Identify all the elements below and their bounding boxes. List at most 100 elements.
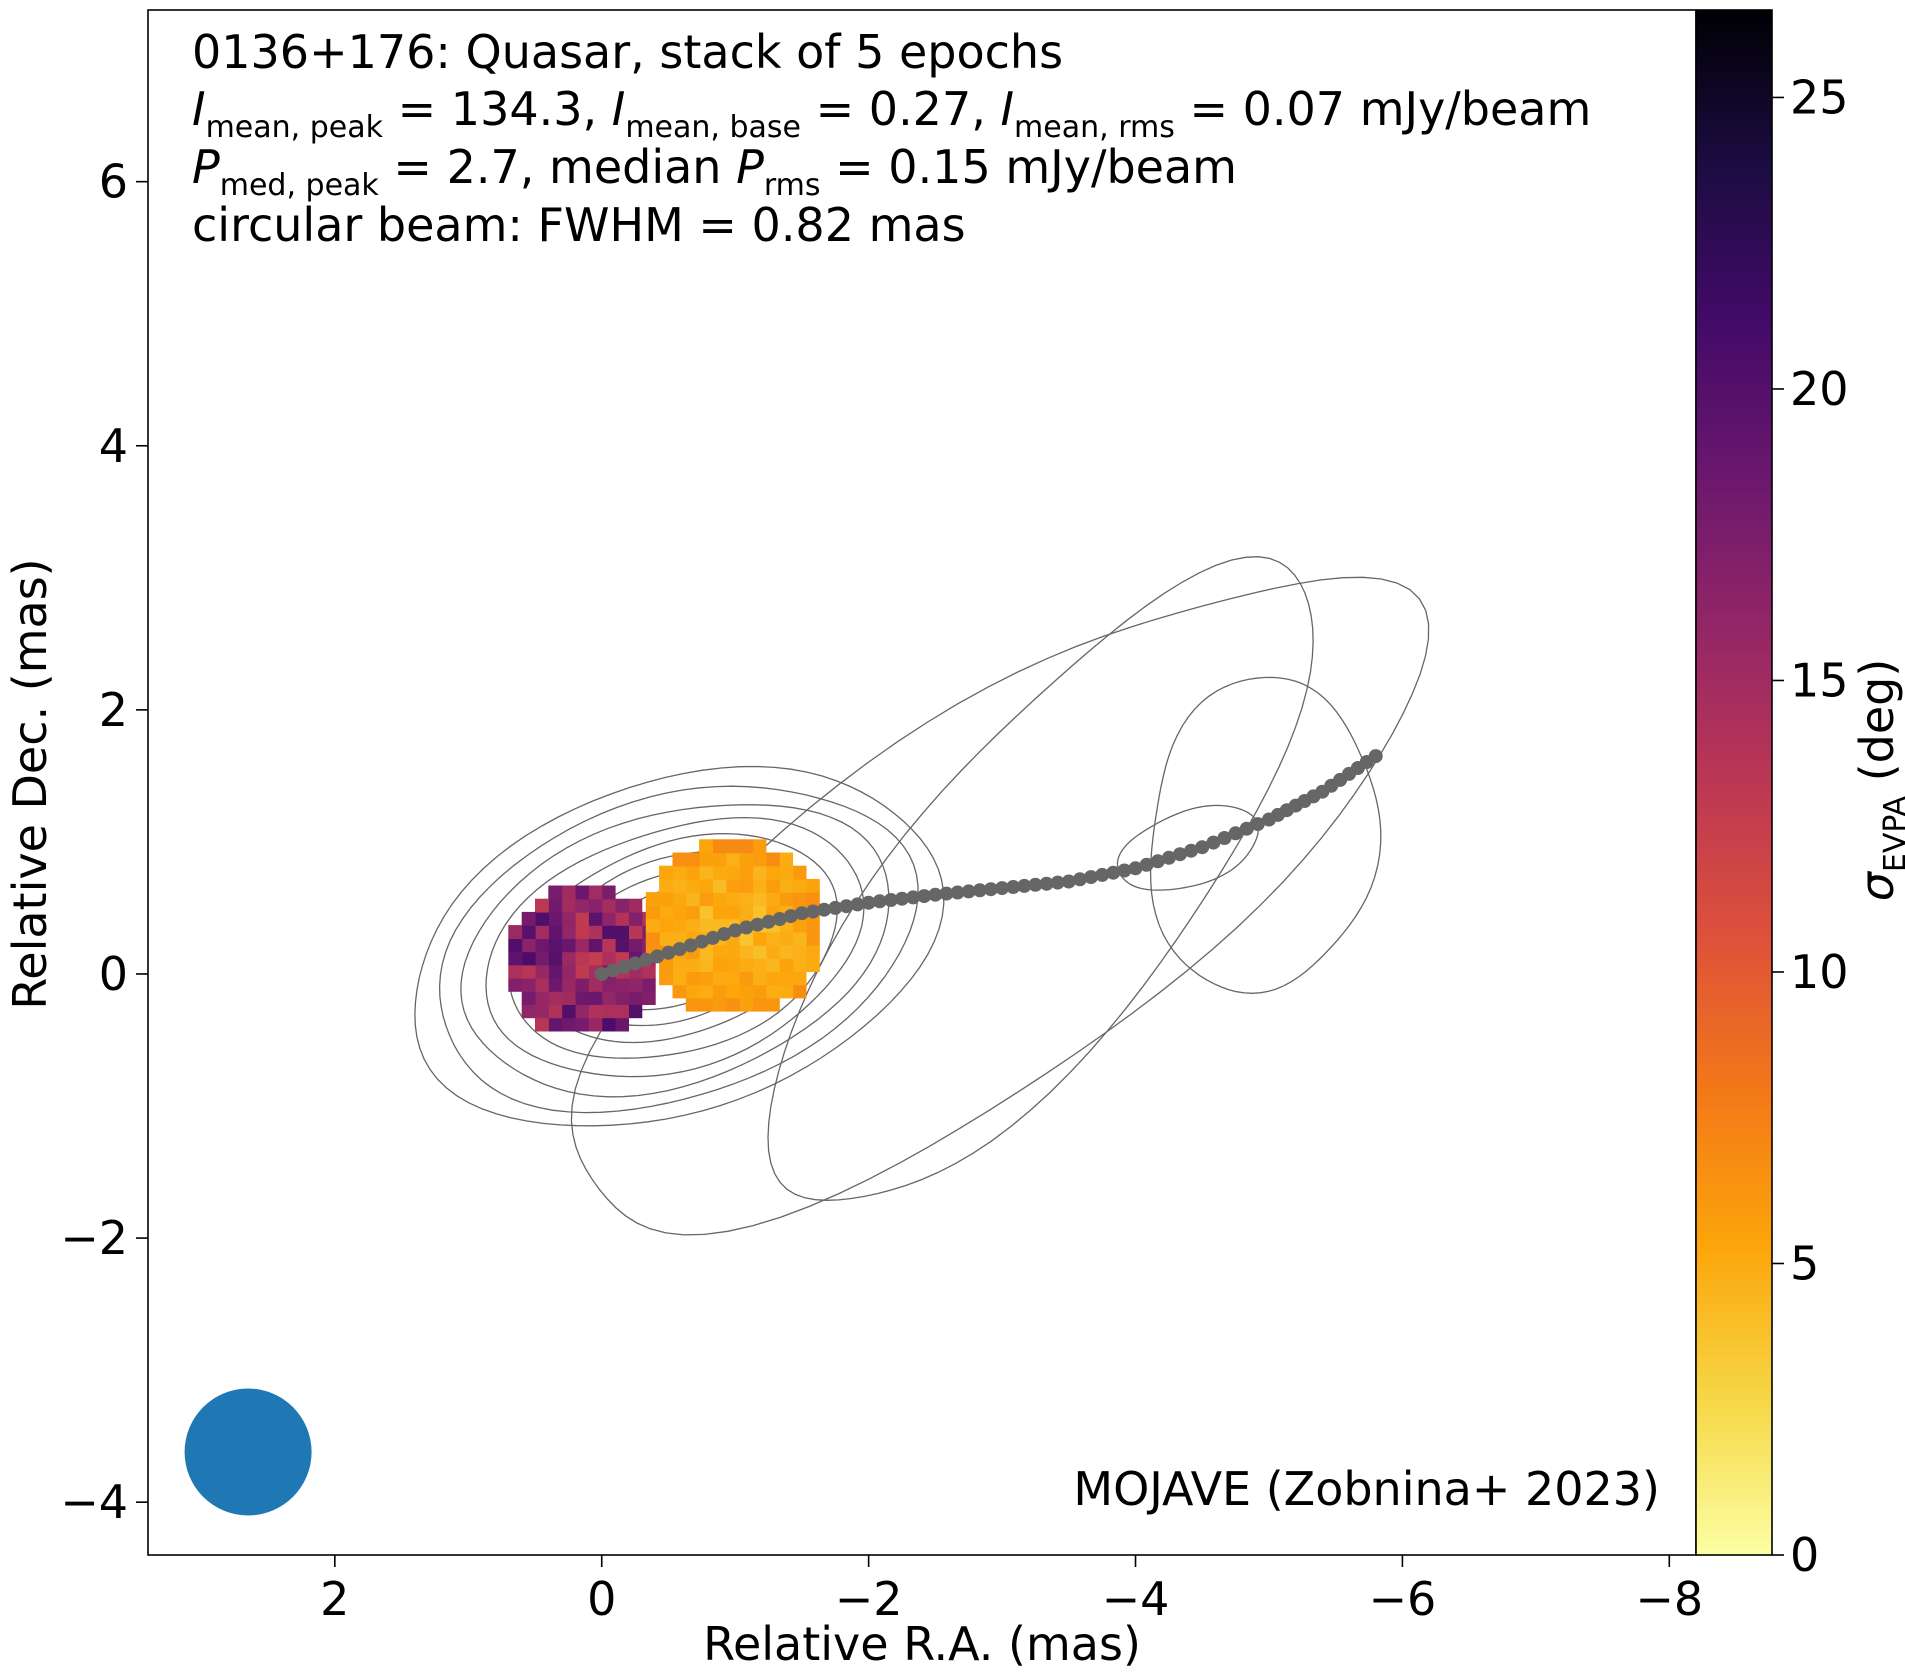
ridge-point xyxy=(605,963,620,978)
evpa-pixel xyxy=(645,905,660,920)
evpa-pixel xyxy=(628,938,643,953)
evpa-pixel xyxy=(561,938,576,953)
evpa-pixel xyxy=(535,925,549,939)
evpa-pixel xyxy=(535,1017,549,1032)
evpa-pixel xyxy=(561,885,576,900)
evpa-pixel xyxy=(508,938,523,953)
ridge-point xyxy=(1173,847,1187,862)
evpa-pixel xyxy=(575,977,589,992)
evpa-pixel xyxy=(685,905,700,920)
ridge-point xyxy=(750,917,765,932)
contour-level xyxy=(438,785,919,1114)
evpa-pixel xyxy=(535,938,549,953)
ridge-point xyxy=(917,889,932,904)
evpa-pixel xyxy=(752,984,767,999)
evpa-pixel xyxy=(672,984,687,999)
ridge-point xyxy=(761,914,776,929)
evpa-pixel xyxy=(752,878,767,893)
evpa-pixel xyxy=(685,878,700,893)
ridge-point xyxy=(594,967,609,981)
evpa-pixel xyxy=(765,958,780,972)
evpa-pixel xyxy=(672,852,687,867)
evpa-pixel xyxy=(725,892,740,906)
evpa-pixel xyxy=(659,971,673,986)
ridge-point xyxy=(1084,870,1098,885)
evpa-sigma-map xyxy=(508,839,820,1032)
y-tick-label: −2 xyxy=(60,1211,128,1265)
evpa-pixel xyxy=(601,938,616,953)
ridge-point xyxy=(728,923,743,938)
evpa-pixel xyxy=(699,997,713,1012)
evpa-pixel xyxy=(575,964,589,979)
evpa-pixel xyxy=(779,944,794,959)
x-tick-label: −6 xyxy=(1369,1572,1437,1626)
evpa-pixel xyxy=(725,958,740,972)
evpa-pixel xyxy=(765,944,780,959)
evpa-pixel xyxy=(725,905,740,920)
evpa-pixel xyxy=(699,852,713,867)
ridge-point xyxy=(717,927,732,942)
evpa-pixel xyxy=(615,911,629,926)
evpa-pixel xyxy=(792,944,807,959)
evpa-pixel xyxy=(561,951,576,966)
evpa-pixel xyxy=(548,938,563,953)
evpa-pixel xyxy=(615,898,629,913)
beam-circle xyxy=(184,1388,312,1516)
ridge-point xyxy=(939,886,954,901)
evpa-pixel xyxy=(792,918,807,933)
y-axis-title: Relative Dec. (mas) xyxy=(3,558,57,1009)
evpa-pixel xyxy=(805,878,820,893)
evpa-pixel xyxy=(779,958,794,972)
evpa-pixel xyxy=(561,925,576,939)
ridge-point xyxy=(1050,875,1065,890)
evpa-pixel xyxy=(508,977,523,992)
evpa-pixel xyxy=(575,925,589,939)
evpa-pixel xyxy=(561,991,576,1005)
evpa-pixel xyxy=(601,925,616,939)
evpa-pixel xyxy=(535,964,549,979)
x-tick-label: −2 xyxy=(835,1572,903,1626)
ridge-point xyxy=(1250,817,1265,832)
evpa-pixel xyxy=(561,964,576,979)
evpa-pixel xyxy=(615,991,629,1005)
evpa-pixel xyxy=(739,971,754,986)
evpa-pixel xyxy=(548,911,563,926)
ridge-point xyxy=(806,904,820,919)
evpa-pixel xyxy=(805,892,820,906)
evpa-pixel xyxy=(712,944,727,959)
ridge-point xyxy=(1061,874,1076,889)
contour-level xyxy=(570,576,1430,1236)
evpa-pixel xyxy=(752,931,767,946)
evpa-pixel xyxy=(561,1017,576,1032)
evpa-pixel xyxy=(588,977,603,992)
attribution-label: MOJAVE (Zobnina+ 2023) xyxy=(1073,1462,1660,1516)
evpa-pixel xyxy=(575,885,589,900)
evpa-pixel xyxy=(628,1004,643,1019)
evpa-pixel xyxy=(765,971,780,986)
ridge-point xyxy=(1184,843,1199,858)
evpa-pixel xyxy=(588,885,603,900)
ridge-point xyxy=(895,891,909,906)
evpa-pixel xyxy=(521,911,536,926)
evpa-pixel xyxy=(685,984,700,999)
evpa-pixel xyxy=(725,984,740,999)
ridge-point xyxy=(1095,867,1110,882)
evpa-pixel xyxy=(575,951,589,966)
evpa-pixel xyxy=(699,905,713,920)
ridge-point xyxy=(972,883,987,898)
evpa-pixel xyxy=(601,898,616,913)
evpa-pixel xyxy=(792,958,807,972)
evpa-pixel xyxy=(672,878,687,893)
evpa-pixel xyxy=(739,852,754,867)
evpa-pixel xyxy=(548,964,563,979)
x-axis-ticks: 2 0 −2 −4 −6 −8 xyxy=(320,1555,1703,1626)
ridge-point xyxy=(650,949,665,964)
evpa-pixel xyxy=(725,839,740,854)
evpa-pixel xyxy=(712,892,727,906)
evpa-pixel xyxy=(548,991,563,1005)
evpa-pixel xyxy=(659,892,673,906)
evpa-pixel xyxy=(699,865,713,880)
evpa-pixel xyxy=(615,1017,629,1032)
evpa-pixel xyxy=(588,898,603,913)
evpa-pixel xyxy=(672,918,687,933)
